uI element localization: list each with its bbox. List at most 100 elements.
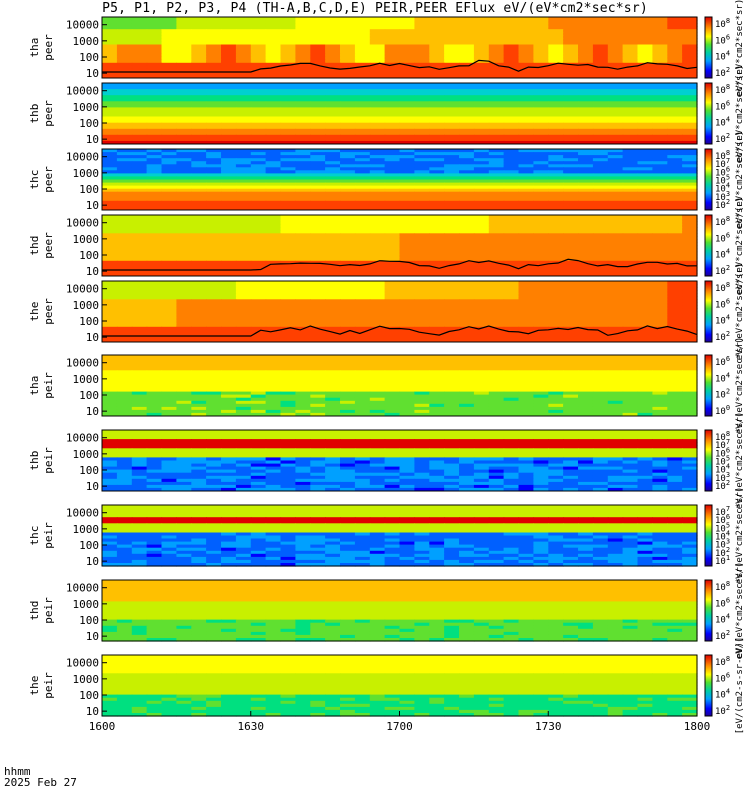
panel-probe-label: tha (28, 38, 41, 58)
x-axis-info: hhmm 2025 Feb 27 (4, 766, 77, 788)
colorbar-unit-label: eV/(eV*cm2*sec*sr) (735, 412, 745, 510)
x-tick-label: 1800 (684, 720, 711, 733)
y-tick-label: 1000 (73, 523, 100, 536)
colorbar-tick-label: 104 (715, 371, 730, 384)
y-tick-label: 100 (79, 464, 99, 477)
spectrogram (102, 580, 698, 642)
colorbar-tick-label: 104 (715, 116, 730, 129)
y-tick-label: 10000 (66, 19, 99, 32)
panel-thd-peir: 10 100 1000 10000 thd peir 102 104 106 108 eV/(eV*… (28, 562, 745, 660)
y-tick-label: 10000 (66, 85, 99, 98)
sc-potential-line (102, 325, 698, 337)
panel-product-label: peer (42, 166, 55, 193)
spectrogram (102, 215, 698, 277)
colorbar-tick-label: 108 (715, 83, 730, 96)
colorbar-unit-label: eV/(eV*cm2*sec*sr) (735, 0, 745, 96)
colorbar-tick-label: 106 (715, 231, 730, 244)
panel-probe-label: thd (28, 601, 41, 621)
colorbar-tick-label: 104 (715, 50, 730, 63)
panel-product-label: peir (42, 522, 55, 549)
x-date-label: 2025 Feb 27 (4, 776, 77, 789)
panel-probe-label: the (28, 302, 41, 322)
y-tick-label: 10 (86, 630, 99, 643)
panel-frame (101, 16, 698, 79)
panel-frame (101, 280, 698, 343)
panel-probe-label: thb (28, 104, 41, 124)
y-tick-label: 10 (86, 480, 99, 493)
y-tick-label: 1000 (73, 233, 100, 246)
y-tick-label: 100 (79, 183, 99, 196)
colorbar-tick-label: 100 (715, 404, 730, 417)
panel-product-label: peer (42, 298, 55, 325)
x-axis: 1600 1630 1700 1730 1800 (89, 711, 711, 733)
spectrogram (102, 655, 698, 717)
panel-tha-peir: 10 100 1000 10000 tha peir 100 102 104 106 eV/(eV*… (28, 337, 745, 435)
y-tick-label: 1000 (73, 299, 100, 312)
colorbar-unit-label: eV/(eV*cm2*sec*sr) (735, 337, 745, 435)
colorbar-tick-label: 104 (715, 688, 730, 701)
colorbar-unit-label: eV/(eV*cm2*sec*sr) (735, 487, 745, 585)
colorbar-tick-label: 106 (715, 596, 730, 609)
y-tick-label: 1000 (73, 101, 100, 114)
y-tick-label: 10 (86, 265, 99, 278)
sc-potential-line (102, 59, 698, 73)
colorbar (704, 148, 713, 211)
y-tick-label: 100 (79, 315, 99, 328)
colorbar-tick-label: 106 (715, 99, 730, 112)
y-tick-label: 100 (79, 117, 99, 130)
x-unit-label: hhmm (4, 765, 31, 778)
y-tick-label: 10000 (66, 582, 99, 595)
colorbar-tick-label: 104 (715, 248, 730, 261)
spectrogram (102, 17, 698, 79)
panel-product-label: peer (42, 232, 55, 259)
colorbar (704, 82, 713, 145)
colorbar-tick-label: 104 (715, 613, 730, 626)
panel-product-label: peer (42, 34, 55, 61)
colorbar (704, 280, 713, 343)
y-tick-label: 10000 (66, 151, 99, 164)
colorbar-unit-label: eV/(eV*cm2*sec*sr) (735, 263, 745, 361)
sc-potential-line (102, 258, 698, 271)
panel-probe-label: thc (28, 170, 41, 190)
panel-frame (101, 504, 698, 567)
panel-frame (101, 82, 698, 145)
spectrogram (102, 430, 698, 492)
colorbar (704, 429, 713, 492)
colorbar-tick-label: 106 (715, 355, 730, 368)
y-tick-label: 10000 (66, 283, 99, 296)
colorbar (704, 504, 713, 567)
colorbar (704, 354, 713, 417)
spectrogram (102, 281, 698, 343)
colorbar-tick-label: 108 (715, 655, 730, 668)
panel-thb-peer: 10 100 1000 10000 thb peer 102 104 106 108 eV/(eV*… (28, 65, 745, 163)
y-tick-label: 100 (79, 51, 99, 64)
colorbar-tick-label: 102 (715, 704, 730, 717)
colorbar (704, 16, 713, 79)
colorbar-tick-label: 106 (715, 33, 730, 46)
colorbar-tick-label: 102 (715, 330, 730, 343)
colorbar-tick-label: 108 (715, 215, 730, 228)
x-tick-label: 1700 (386, 720, 413, 733)
y-tick-label: 10000 (66, 217, 99, 230)
colorbar-tick-label: 102 (715, 629, 730, 642)
panel-frame (101, 354, 698, 417)
y-tick-label: 1000 (73, 448, 100, 461)
colorbar-unit-label: eV/(eV*cm2*sec*sr) (735, 562, 745, 660)
panel-product-label: peir (42, 447, 55, 474)
y-tick-label: 100 (79, 689, 99, 702)
colorbar-tick-label: 106 (715, 671, 730, 684)
panel-probe-label: thb (28, 451, 41, 471)
panel-product-label: peir (42, 372, 55, 399)
y-tick-label: 100 (79, 539, 99, 552)
panel-probe-label: thc (28, 526, 41, 546)
panel-frame (101, 429, 698, 492)
colorbar-tick-label: 108 (715, 281, 730, 294)
x-tick-label: 1630 (238, 720, 265, 733)
y-tick-label: 1000 (73, 673, 100, 686)
colorbar-tick-label: 108 (715, 17, 730, 30)
colorbar-unit-label: [eV/(cm2-s-sr-eV)] (735, 637, 745, 735)
panel-product-label: peir (42, 672, 55, 699)
y-tick-label: 10 (86, 133, 99, 146)
colorbar-tick-label: 108 (715, 580, 730, 593)
y-tick-label: 100 (79, 389, 99, 402)
